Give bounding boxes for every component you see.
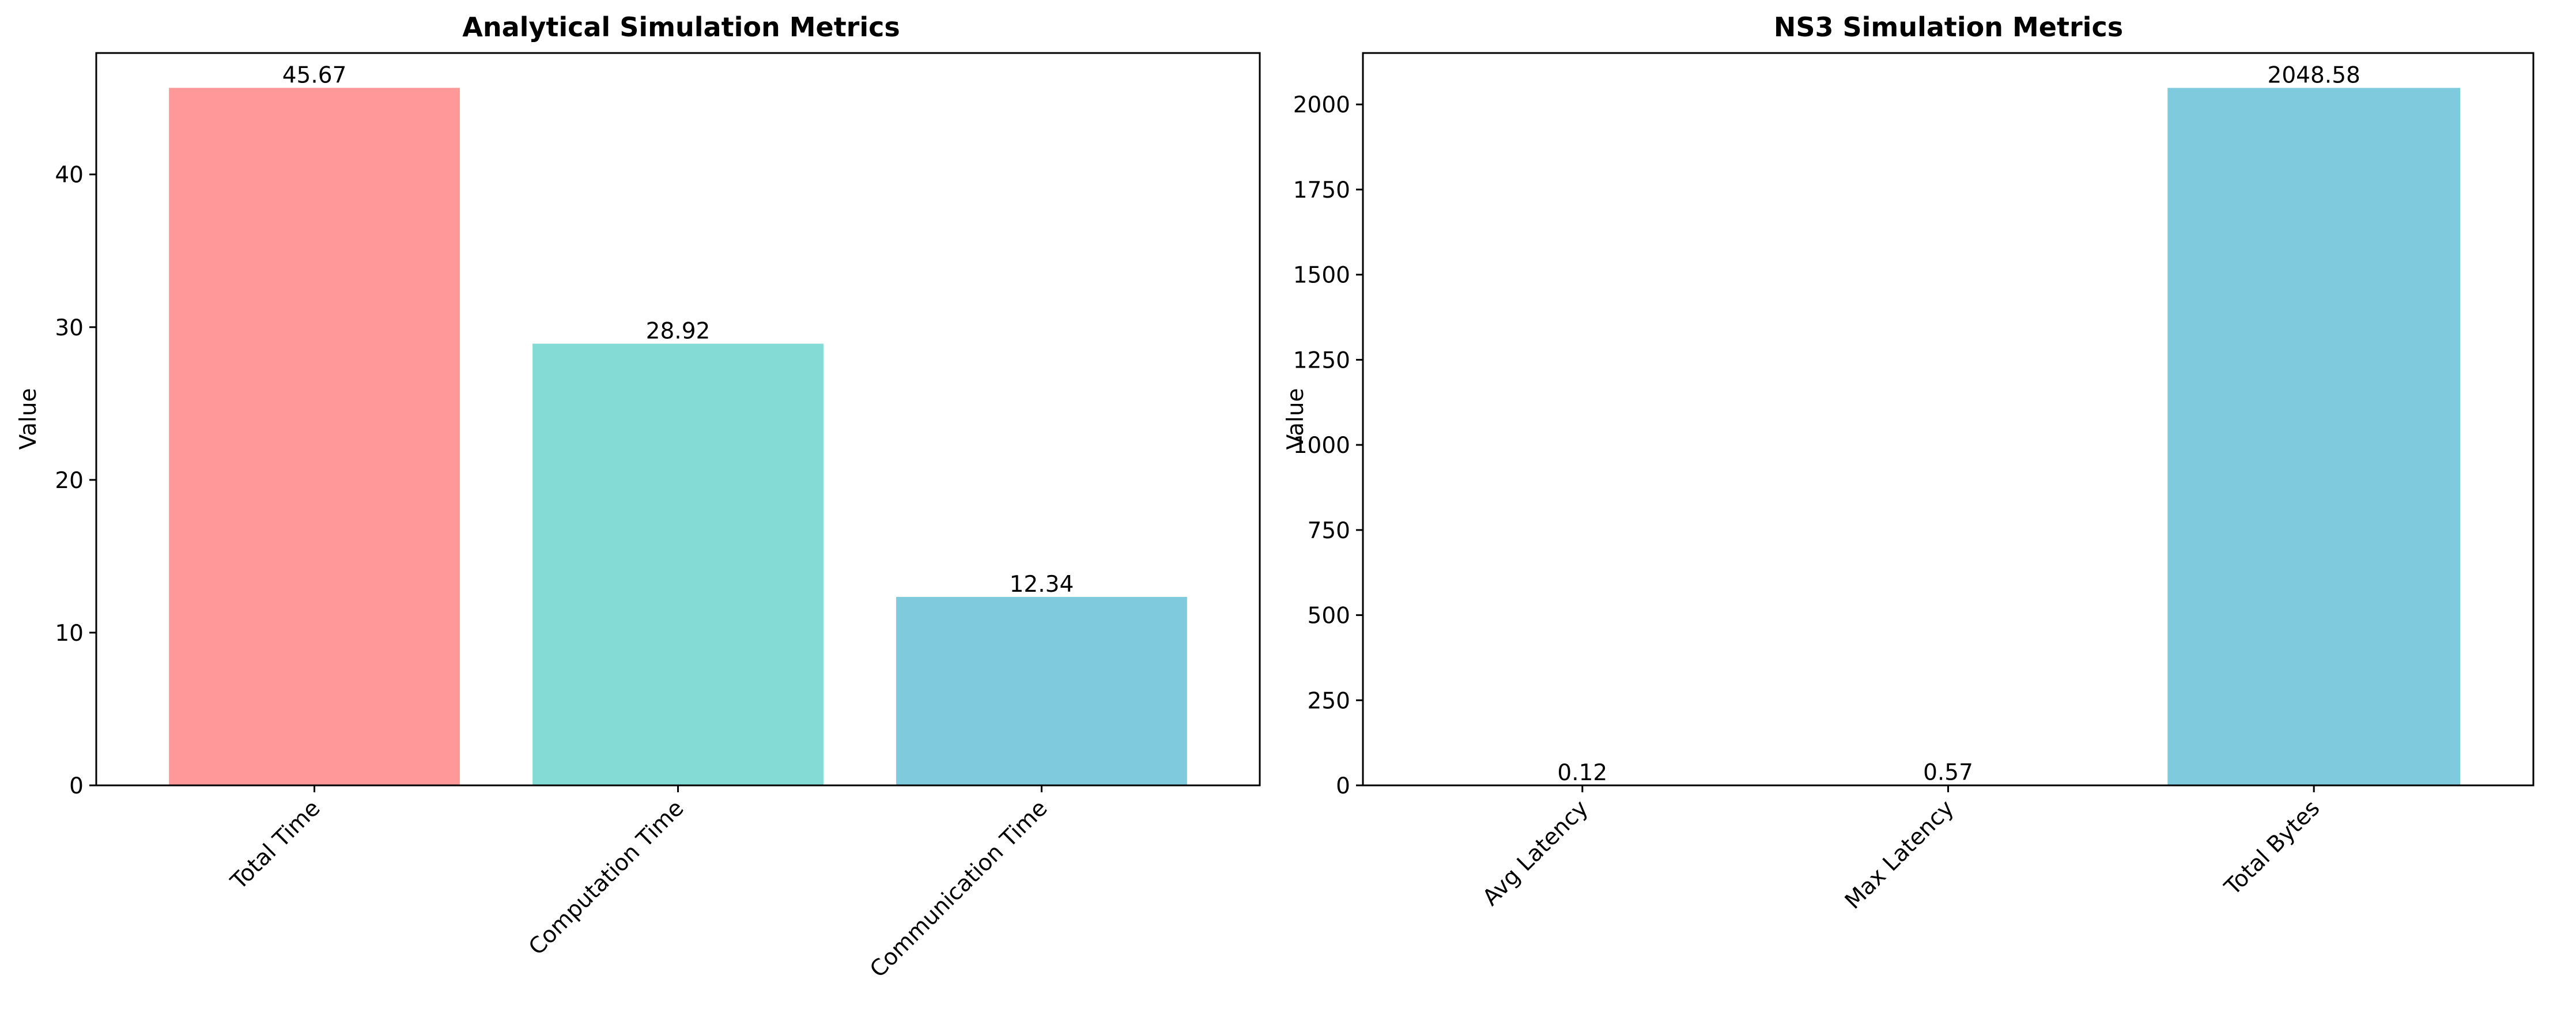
bar-value-label: 45.67	[282, 62, 347, 88]
chart-title: Analytical Simulation Metrics	[462, 12, 900, 43]
chart-title: NS3 Simulation Metrics	[1774, 12, 2123, 43]
y-tick-label: 1750	[1293, 177, 1350, 203]
y-tick-label: 0	[1336, 773, 1350, 799]
y-tick-label: 1500	[1293, 263, 1350, 289]
y-tick-label: 1000	[1293, 433, 1350, 459]
bar	[169, 88, 460, 786]
y-axis-label: Value	[1283, 388, 1309, 449]
bar	[532, 343, 824, 785]
y-tick-label: 20	[55, 468, 84, 494]
bar-value-labels: 0.12 0.57 2048.58	[1557, 63, 2360, 786]
bar-value-label: 12.34	[1010, 572, 1074, 598]
y-tick-label: 10	[55, 621, 84, 647]
y-axis-ticks: 0 10 20 30 40	[55, 162, 96, 799]
y-tick-label: 1250	[1293, 347, 1350, 373]
bar-value-label: 0.12	[1557, 760, 1607, 786]
bar	[896, 596, 1187, 785]
bar	[2167, 88, 2461, 785]
bar-value-label: 0.57	[1923, 760, 1973, 786]
bars	[1436, 88, 2461, 785]
bar-value-label: 2048.58	[2268, 63, 2360, 89]
y-axis-ticks: 0 250 500 750 1000 1250 1500 1750 2000	[1293, 92, 1363, 799]
y-tick-label: 500	[1308, 603, 1350, 629]
y-tick-label: 750	[1308, 518, 1350, 544]
y-tick-label: 250	[1308, 688, 1350, 714]
y-tick-label: 30	[55, 315, 84, 341]
y-tick-label: 2000	[1293, 92, 1350, 118]
plot-area-frame	[95, 52, 1261, 787]
y-tick-label: 40	[55, 162, 84, 188]
bar-value-label: 28.92	[646, 318, 711, 344]
analytical-chart-panel: Analytical Simulation Metrics Value 45.6…	[16, 12, 1261, 983]
bar-value-labels: 45.67 28.92 12.34	[282, 62, 1074, 597]
y-axis-label: Value	[16, 388, 41, 449]
y-tick-label: 0	[69, 773, 84, 799]
plot-area-frame	[1362, 52, 2535, 787]
bars	[169, 88, 1187, 786]
